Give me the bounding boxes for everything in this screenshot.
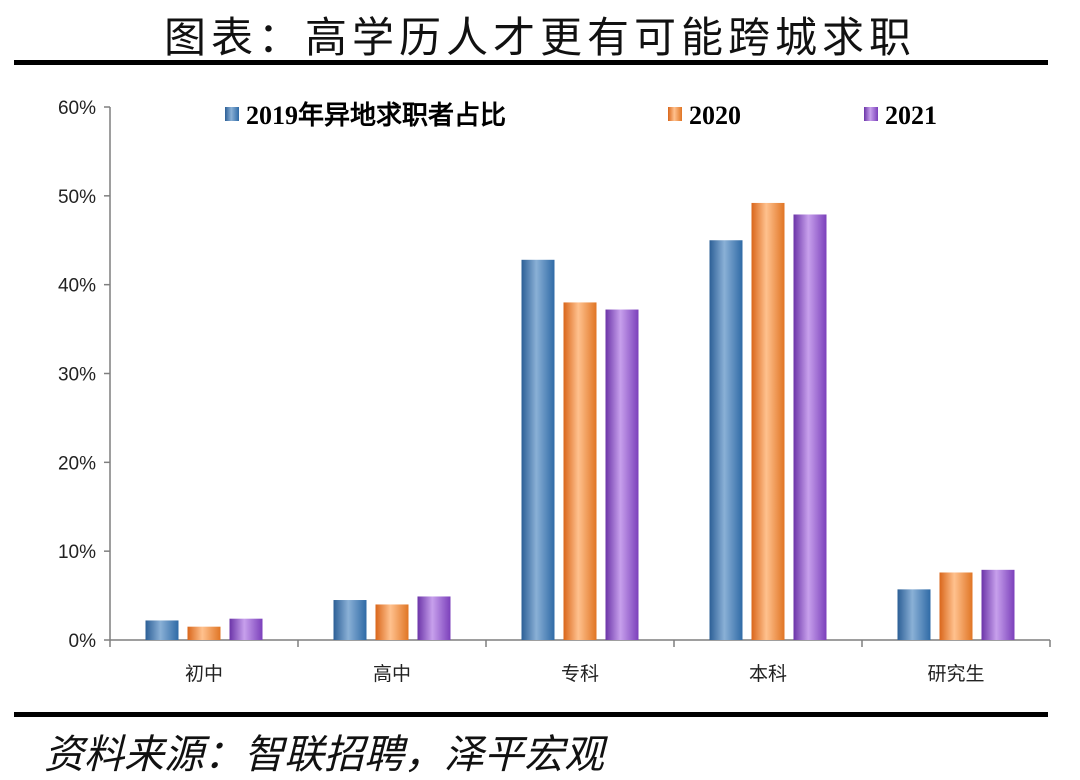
bar-chart: 0% 10% 20% 30% 40% 50% 60% 初中 高中 专科 本科 研究生 2019年异地求… — [58, 98, 1051, 685]
bars — [145, 202, 1015, 640]
legend-swatch — [668, 107, 682, 121]
source-note: 资料来源：智联招聘，泽平宏观 — [44, 732, 604, 778]
bar — [187, 626, 221, 640]
bar — [417, 596, 451, 640]
y-tick-label: 0% — [69, 631, 97, 652]
y-tick-label: 40% — [58, 276, 96, 297]
legend: 2019年异地求职者占比 2020 2021 — [225, 100, 937, 130]
bar — [333, 600, 367, 640]
bar — [793, 214, 827, 640]
x-tick-label: 专科 — [561, 663, 599, 685]
bar — [563, 302, 597, 640]
y-tick-label: 10% — [58, 542, 96, 563]
bar — [229, 618, 263, 640]
tick-labels: 0% 10% 20% 30% 40% 50% 60% 初中 高中 专科 本科 研究生 — [58, 98, 985, 685]
y-tick-label: 30% — [58, 365, 96, 386]
bar — [981, 569, 1015, 640]
bar — [709, 240, 743, 640]
x-tick-label: 高中 — [373, 663, 411, 685]
bar — [605, 309, 639, 640]
bar — [521, 259, 555, 640]
source-divider — [14, 712, 1048, 717]
legend-swatch — [864, 107, 878, 121]
x-tick-label: 本科 — [749, 663, 787, 685]
legend-label: 2020 — [689, 101, 741, 130]
x-tick-label: 研究生 — [927, 663, 984, 685]
bar — [145, 620, 179, 640]
legend-label: 2019年异地求职者占比 — [246, 100, 506, 130]
legend-swatch — [225, 107, 239, 121]
chart-title: 图表：高学历人才更有可能跨城求职 — [163, 13, 916, 62]
bar — [939, 572, 973, 640]
y-tick-label: 20% — [58, 453, 96, 474]
title-divider — [14, 60, 1048, 65]
y-tick-label: 50% — [58, 187, 96, 208]
bar — [897, 589, 931, 640]
legend-label: 2021 — [885, 101, 937, 130]
x-tick-label: 初中 — [185, 663, 223, 685]
bar — [375, 604, 409, 640]
y-tick-label: 60% — [58, 98, 96, 119]
bar — [751, 202, 785, 640]
